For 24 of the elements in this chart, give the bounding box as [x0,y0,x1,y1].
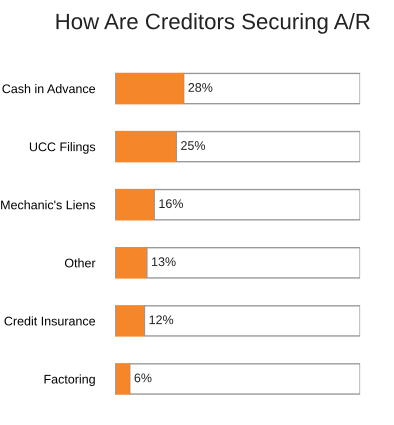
bar [144,305,360,337]
data-label: 28% [188,83,212,92]
data-label: 16% [159,199,183,208]
y-tick-label: Cash in Advance [2,84,96,94]
chart-title: How Are Creditors Securing A/R [56,13,370,34]
data-label: 13% [152,257,176,266]
y-tick-label: Other [64,258,96,268]
y-tick-label: Factoring [44,374,95,386]
y-tick-label: Credit Insurance [4,316,96,326]
y-tick-label: Mechanic's Liens [1,200,96,210]
bar [129,363,360,395]
data-label: 25% [181,141,206,150]
bar [115,188,155,221]
bar [115,305,146,337]
bar [154,188,360,221]
data-label: 6% [134,373,152,382]
bar [115,130,178,162]
bar [146,246,360,279]
y-tick-label: UCC Filings [30,142,96,154]
bar [115,72,184,104]
data-label: 12% [150,315,174,324]
bar [182,72,360,104]
bar [115,246,148,279]
bar [176,130,360,162]
